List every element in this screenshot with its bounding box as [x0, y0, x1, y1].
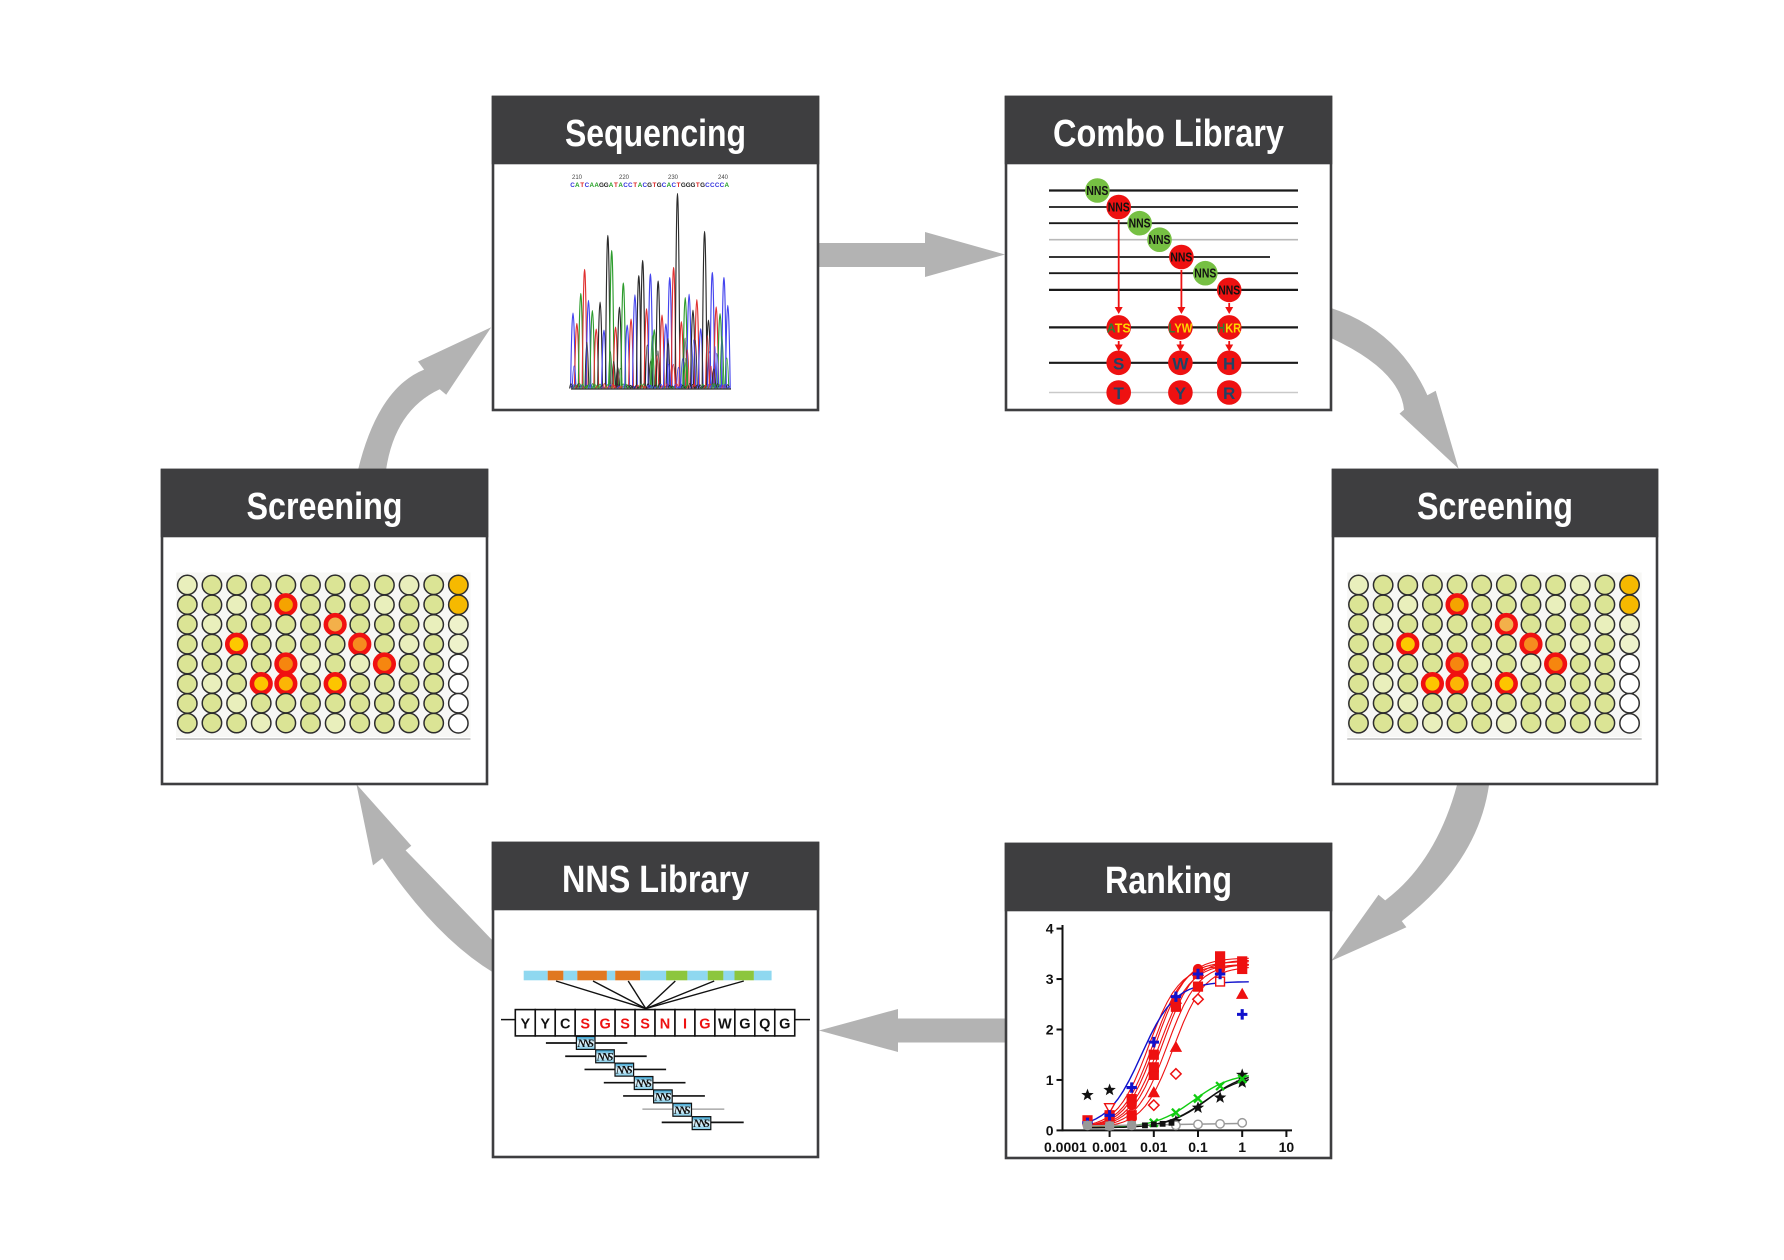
svg-text:G: G	[700, 182, 705, 189]
svg-text:T: T	[614, 182, 618, 189]
svg-text:C: C	[710, 182, 715, 189]
svg-text:NNS: NNS	[576, 1036, 594, 1050]
svg-text:C: C	[560, 1017, 571, 1033]
svg-text:Sequencing: Sequencing	[565, 113, 746, 155]
svg-text:S: S	[1113, 354, 1124, 373]
svg-text:Y: Y	[540, 1017, 550, 1033]
svg-text:C: C	[623, 182, 628, 189]
svg-text:I: I	[683, 1017, 687, 1033]
svg-text:W: W	[1172, 354, 1189, 373]
svg-text:T: T	[696, 182, 700, 189]
svg-text:ATS: ATS	[1107, 320, 1131, 335]
svg-text:Y: Y	[1175, 384, 1187, 403]
svg-text:A: A	[589, 182, 594, 189]
svg-text:A: A	[618, 182, 623, 189]
svg-text:S: S	[580, 1017, 590, 1033]
svg-text:0.01: 0.01	[1140, 1139, 1167, 1155]
svg-text:G: G	[779, 1017, 790, 1033]
svg-text:0: 0	[1046, 1122, 1054, 1138]
svg-text:Combo Library: Combo Library	[1053, 113, 1284, 155]
svg-text:10: 10	[1279, 1139, 1295, 1155]
svg-text:NNS: NNS	[634, 1076, 652, 1090]
svg-text:0.0001: 0.0001	[1044, 1139, 1087, 1155]
svg-text:T: T	[653, 182, 657, 189]
svg-text:230: 230	[668, 175, 679, 181]
svg-text:T: T	[580, 182, 584, 189]
svg-text:4: 4	[1046, 921, 1054, 937]
svg-text:G: G	[599, 182, 604, 189]
svg-text:NNS: NNS	[1108, 201, 1130, 215]
svg-text:A: A	[594, 182, 599, 189]
svg-text:0.1: 0.1	[1188, 1139, 1208, 1155]
svg-text:NNS: NNS	[692, 1116, 710, 1130]
svg-text:NNS: NNS	[1218, 283, 1240, 297]
svg-text:C: C	[671, 182, 676, 189]
svg-text:Y: Y	[520, 1017, 530, 1033]
svg-text:A: A	[724, 182, 729, 189]
svg-text:G: G	[681, 182, 686, 189]
svg-text:240: 240	[718, 175, 729, 181]
svg-text:LYW: LYW	[1168, 320, 1193, 335]
svg-text:NNS: NNS	[1129, 217, 1151, 231]
svg-text:Ranking: Ranking	[1105, 860, 1232, 902]
svg-text:NNS: NNS	[653, 1089, 671, 1103]
svg-text:NNS Library: NNS Library	[562, 859, 749, 901]
svg-text:NNS: NNS	[596, 1049, 614, 1063]
svg-text:S: S	[620, 1017, 630, 1033]
svg-text:G: G	[691, 182, 696, 189]
svg-text:Q: Q	[759, 1017, 770, 1033]
svg-text:C: C	[585, 182, 590, 189]
svg-text:G: G	[657, 182, 662, 189]
svg-text:1: 1	[1238, 1139, 1246, 1155]
svg-text:C: C	[720, 182, 725, 189]
svg-text:NNS: NNS	[673, 1103, 691, 1117]
svg-text:Screening: Screening	[247, 486, 403, 528]
svg-text:S: S	[640, 1017, 650, 1033]
svg-text:G: G	[699, 1017, 710, 1033]
svg-text:H: H	[1223, 354, 1235, 373]
svg-text:C: C	[643, 182, 648, 189]
svg-text:T: T	[633, 182, 637, 189]
svg-text:220: 220	[619, 175, 630, 181]
svg-text:NNS: NNS	[1170, 251, 1192, 265]
svg-text:G: G	[647, 182, 652, 189]
svg-text:2: 2	[1046, 1022, 1054, 1038]
svg-text:N: N	[660, 1017, 670, 1033]
svg-text:W: W	[718, 1017, 732, 1033]
svg-text:G: G	[599, 1017, 610, 1033]
svg-text:210: 210	[572, 175, 583, 181]
svg-text:G: G	[739, 1017, 750, 1033]
svg-text:NNS: NNS	[1149, 233, 1171, 247]
svg-text:1: 1	[1046, 1072, 1054, 1088]
svg-text:C: C	[705, 182, 710, 189]
svg-text:C: C	[662, 182, 667, 189]
svg-text:T: T	[1114, 384, 1125, 403]
svg-text:A: A	[575, 182, 580, 189]
svg-text:A: A	[667, 182, 672, 189]
svg-text:C: C	[715, 182, 720, 189]
svg-text:NNS: NNS	[1194, 267, 1216, 281]
svg-text:G: G	[604, 182, 609, 189]
svg-text:A: A	[638, 182, 643, 189]
svg-text:3: 3	[1046, 971, 1054, 987]
svg-text:A: A	[609, 182, 614, 189]
svg-text:G: G	[686, 182, 691, 189]
svg-text:0.001: 0.001	[1092, 1139, 1127, 1155]
svg-text:C: C	[628, 182, 633, 189]
svg-text:HKR: HKR	[1217, 320, 1242, 335]
svg-text:T: T	[677, 182, 681, 189]
svg-text:R: R	[1223, 384, 1235, 403]
svg-text:Screening: Screening	[1417, 486, 1573, 528]
svg-text:NNS: NNS	[1086, 184, 1108, 198]
svg-text:NNS: NNS	[615, 1063, 633, 1077]
svg-text:C: C	[570, 182, 575, 189]
